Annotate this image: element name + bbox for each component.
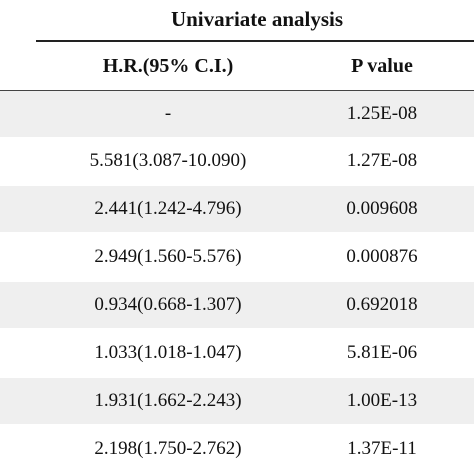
table-row: 1.931(1.662-2.243) 1.00E-13 [0,378,474,424]
p-value-cell: 1.27E-08 [346,150,418,171]
p-value-cell: 5.81E-06 [346,342,418,363]
table-header: H.R.(95% C.I.) P value [0,42,474,90]
p-value-cell: 0.000876 [346,246,418,267]
p-value-cell: 0.692018 [346,294,418,315]
hazard-ratio-cell: 2.441(1.242-4.796) [94,198,242,219]
table-row: 2.949(1.560-5.576) 0.000876 [0,234,474,280]
hazard-ratio-cell: 0.934(0.668-1.307) [94,294,242,315]
top-rule [36,40,474,42]
p-value-cell: 1.25E-08 [346,103,418,124]
table-title: Univariate analysis [170,7,344,31]
table-row: 2.198(1.750-2.762) 1.37E-11 [0,426,474,472]
table-row: 2.441(1.242-4.796) 0.009608 [0,186,474,232]
table-body: - 1.25E-08 5.581(3.087-10.090) 1.27E-08 … [0,91,474,474]
hazard-ratio-cell: - [164,103,172,124]
table-row: 1.033(1.018-1.047) 5.81E-06 [0,330,474,376]
column-header-hazard-ratio: H.R.(95% C.I.) [102,55,234,77]
hazard-ratio-cell: 5.581(3.087-10.090) [89,150,247,171]
hazard-ratio-cell: 1.033(1.018-1.047) [94,342,242,363]
table-row: 5.581(3.087-10.090) 1.27E-08 [0,138,474,184]
p-value-cell: 0.009608 [346,198,418,219]
p-value-cell: 1.37E-11 [347,438,417,459]
header-rule [0,90,474,91]
hazard-ratio-cell: 1.931(1.662-2.243) [94,390,242,411]
hazard-ratio-cell: 2.949(1.560-5.576) [94,246,242,267]
hazard-ratio-cell: 2.198(1.750-2.762) [94,438,242,459]
table-row: - 1.25E-08 [0,91,474,137]
column-header-p-value: P value [351,55,413,77]
table-row: 0.934(0.668-1.307) 0.692018 [0,282,474,328]
p-value-cell: 1.00E-13 [346,390,418,411]
